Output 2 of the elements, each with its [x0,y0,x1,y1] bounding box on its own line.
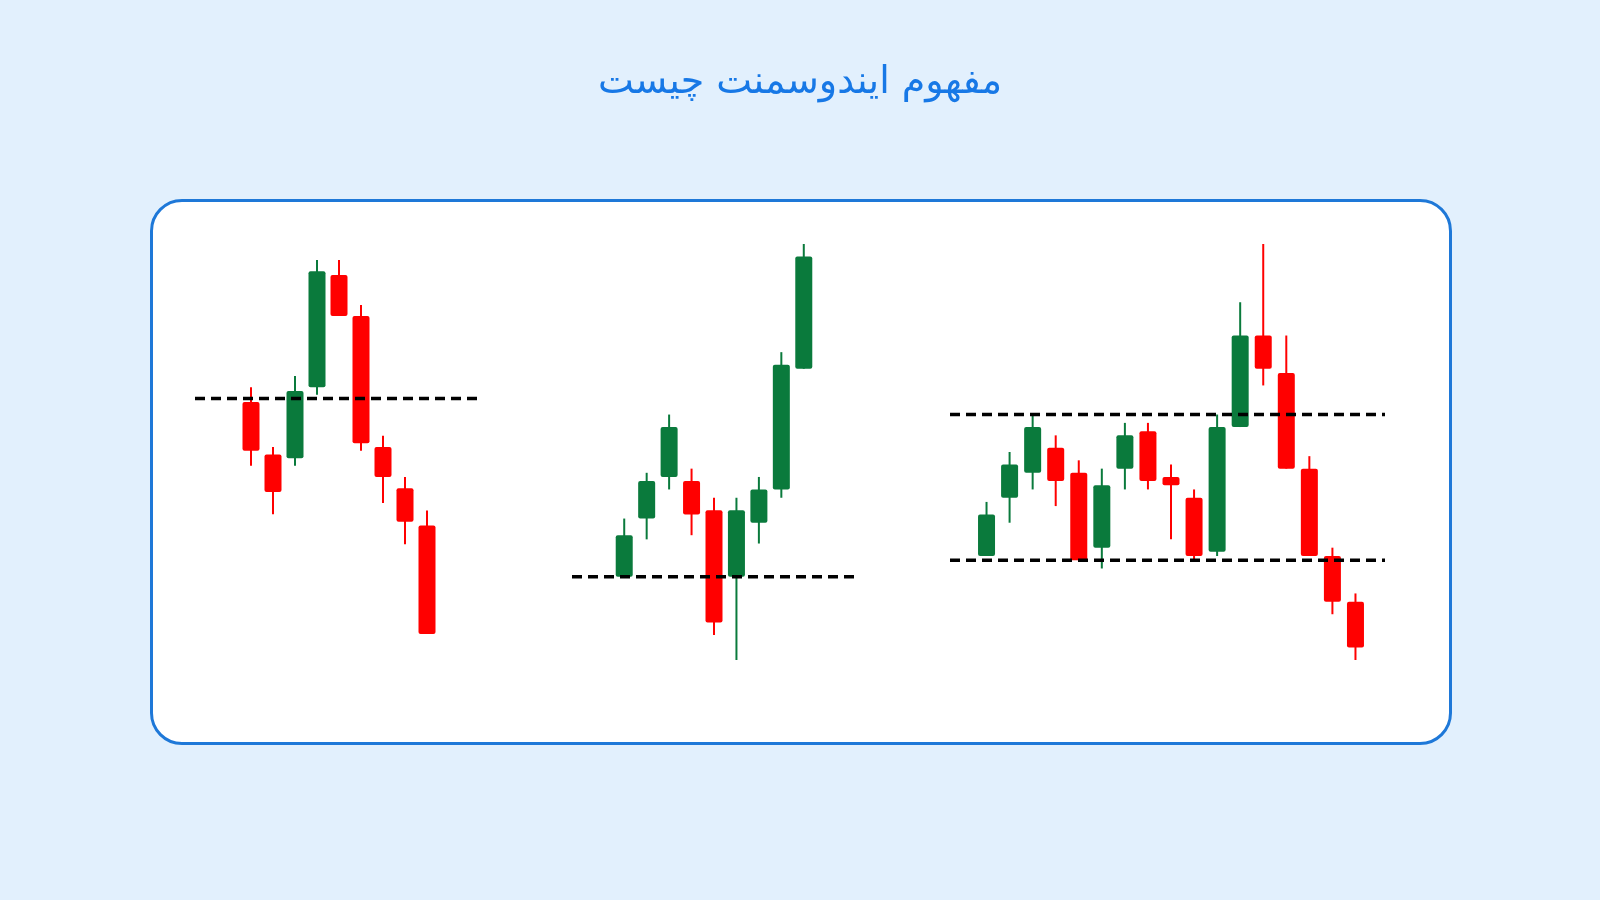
candlestick [1162,463,1180,541]
text: مفهوم ایندوسمنت چیست [597,58,1003,102]
